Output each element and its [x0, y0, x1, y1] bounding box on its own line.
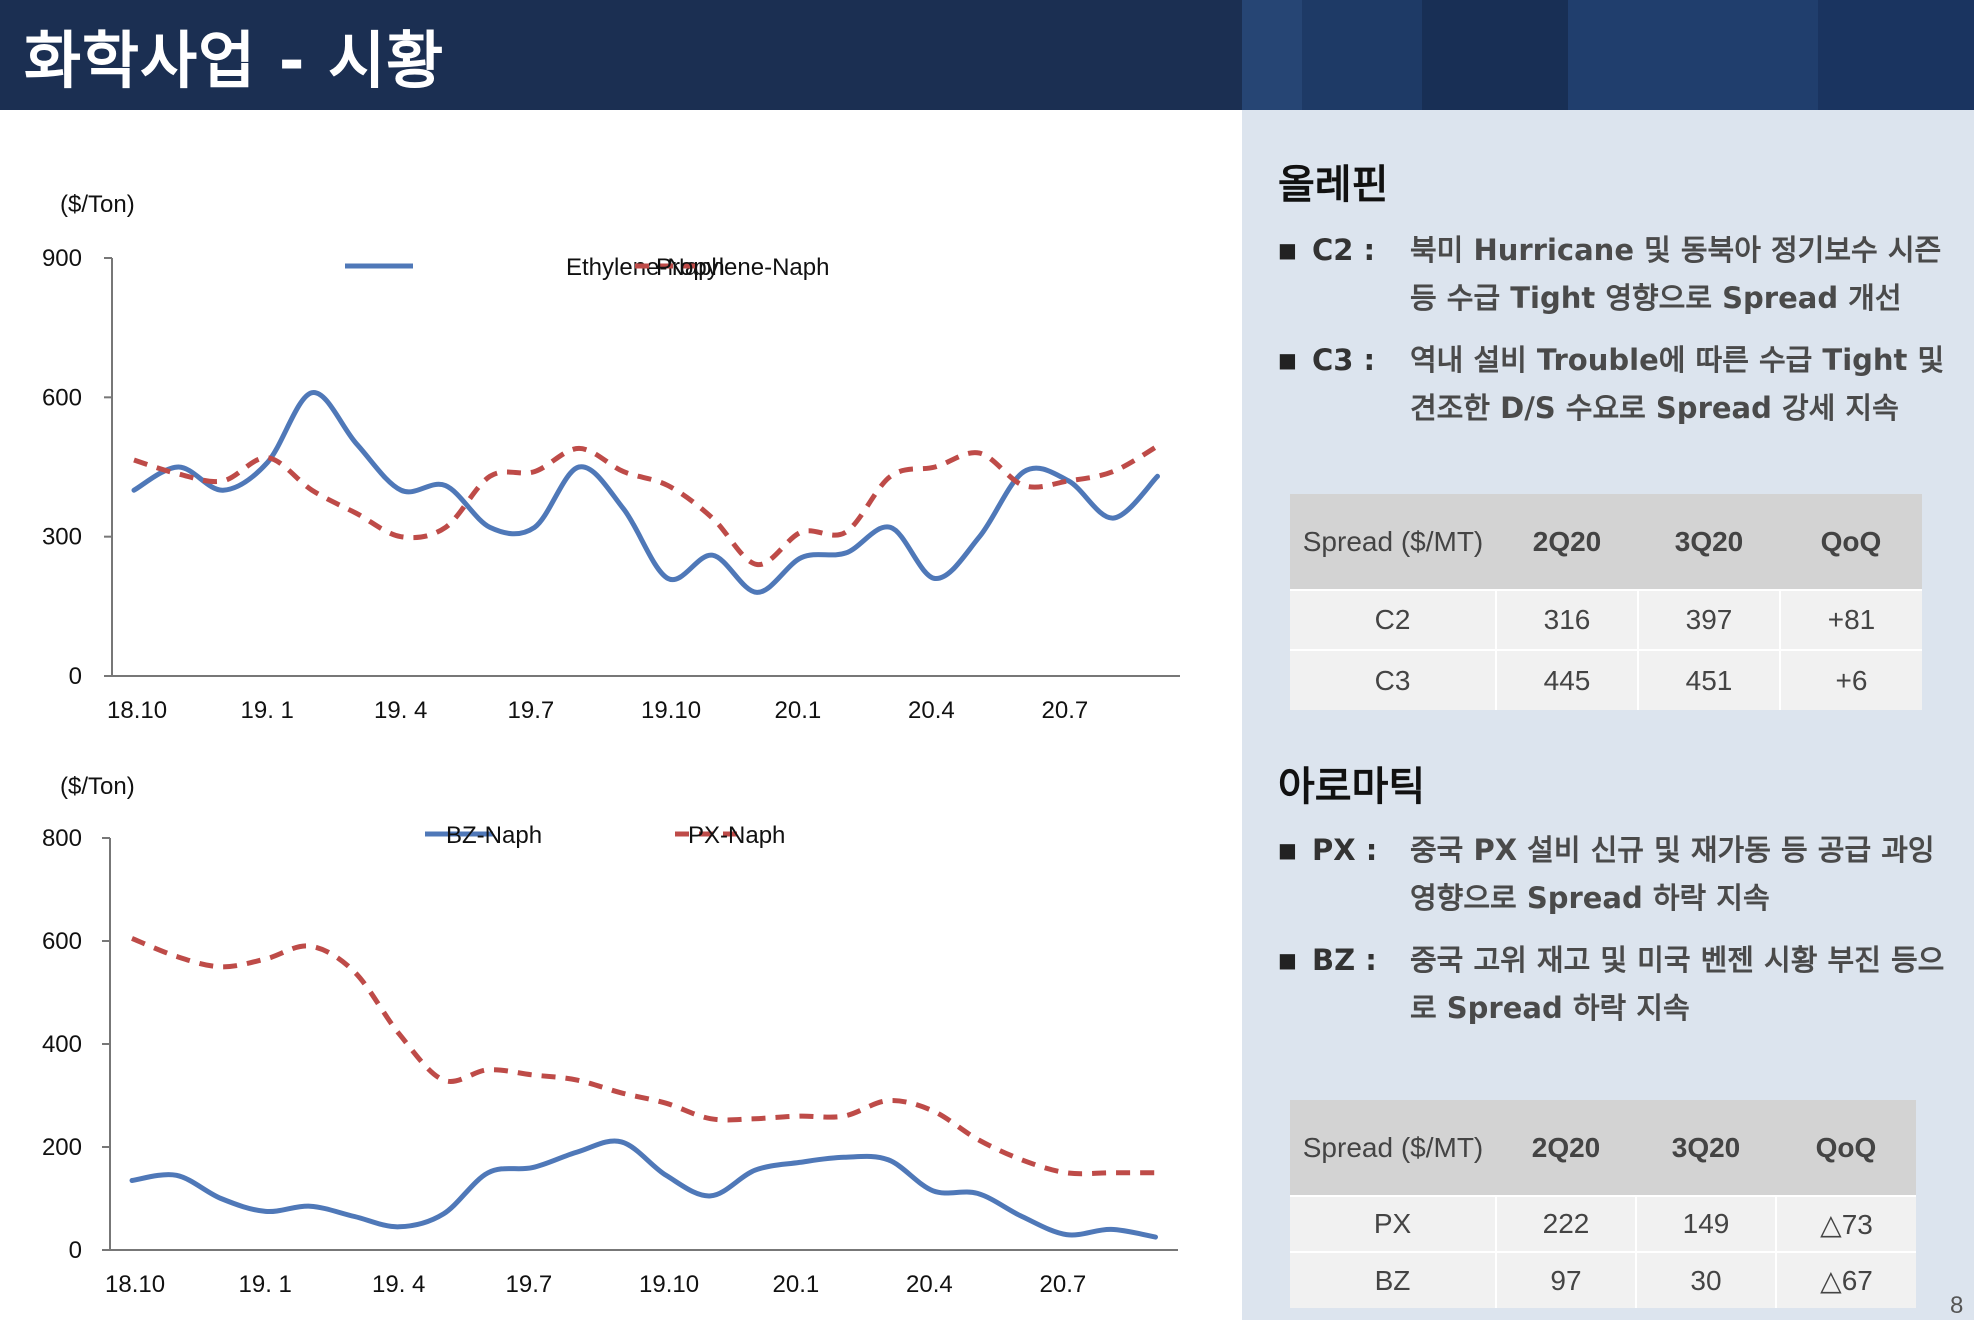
olefin-bullets: ■ C2 : 북미 Hurricane 및 동북아 정기보수 시즌 등 수급 T… — [1278, 226, 1948, 446]
table-header-cell: 3Q20 — [1638, 494, 1780, 590]
bullet-text: 중국 고위 재고 및 미국 벤젠 시황 부진 등으로 Spread 하락 지속 — [1410, 943, 1945, 1025]
table-cell: 397 — [1638, 589, 1781, 650]
series-line-propylene-naph — [133, 443, 1159, 567]
bullet-key: BZ : — [1312, 943, 1377, 977]
olefin-section-title: 올레핀 — [1278, 162, 1389, 208]
y-tick-label: 0 — [69, 1237, 82, 1264]
y-tick-label: 600 — [42, 928, 82, 955]
x-tick-label: 20.1 — [775, 697, 822, 724]
table-cell: PX — [1290, 1195, 1497, 1252]
table-cell: 97 — [1496, 1251, 1637, 1308]
bullet-item: ■ C3 : 역내 설비 Trouble에 따른 수급 Tight 및 견조한 … — [1278, 336, 1948, 432]
x-tick-label: 20.1 — [773, 1271, 820, 1298]
series-line-px-naph — [131, 936, 1156, 1177]
table-cell: BZ — [1290, 1251, 1497, 1308]
table-cell: 316 — [1496, 589, 1639, 650]
x-tick-label: 19. 1 — [241, 697, 294, 724]
series-line-bz-naph — [129, 1138, 1158, 1240]
table-cell: 451 — [1638, 649, 1781, 710]
x-tick-label: 19.10 — [641, 697, 701, 724]
bullet-text: 중국 PX 설비 신규 및 재가동 등 공급 과잉 영향으로 Spread 하락… — [1410, 833, 1935, 915]
table-cell: +81 — [1780, 589, 1922, 650]
table-cell: △73 — [1776, 1195, 1916, 1252]
aromatic-chart: ($/Ton) 0 200 400 600 800 18.10 19. 1 19. 4 19.7 1… — [0, 760, 1220, 1300]
table-cell: 30 — [1636, 1251, 1777, 1308]
bullet-key: C2 : — [1312, 233, 1376, 267]
header-decor-block — [1568, 0, 1818, 110]
x-tick-label: 20.4 — [908, 697, 955, 724]
commentary-panel: 올레핀 ■ C2 : 북미 Hurricane 및 동북아 정기보수 시즌 등 … — [1242, 110, 1974, 1320]
x-tick-label: 20.7 — [1040, 1271, 1087, 1298]
x-tick-label: 19.7 — [508, 697, 555, 724]
x-tick-label: 19. 4 — [372, 1271, 425, 1298]
bullet-item: ■ PX : 중국 PX 설비 신규 및 재가동 등 공급 과잉 영향으로 Sp… — [1278, 826, 1948, 922]
x-tick-label: 19.10 — [639, 1271, 699, 1298]
y-tick-label: 0 — [69, 663, 82, 690]
table-cell: △67 — [1776, 1251, 1916, 1308]
bullet-key: C3 : — [1312, 343, 1376, 377]
legend-label: Propylene-Naph — [656, 254, 829, 281]
table-header-cell: Spread ($/MT) — [1290, 494, 1496, 590]
olefin-chart: ($/Ton) 0 300 600 900 18.10 19. 1 19. 4 19.7 19.1… — [0, 180, 1220, 740]
y-tick-label: 800 — [42, 825, 82, 852]
table-cell: +6 — [1780, 649, 1922, 710]
table-header-cell: 2Q20 — [1496, 494, 1638, 590]
bullet-square-icon: ■ — [1278, 238, 1297, 262]
bullet-text: 북미 Hurricane 및 동북아 정기보수 시즌 등 수급 Tight 영향… — [1410, 233, 1942, 315]
bullet-item: ■ BZ : 중국 고위 재고 및 미국 벤젠 시황 부진 등으로 Spread… — [1278, 936, 1948, 1032]
bullet-square-icon: ■ — [1278, 348, 1297, 372]
table-cell: 445 — [1496, 649, 1639, 710]
table-row: BZ 97 30 △67 — [1290, 1251, 1916, 1308]
y-tick-label: 900 — [42, 245, 82, 272]
aromatic-chart-svg: ($/Ton) 0 200 400 600 800 18.10 19. 1 19. 4 19.7 1… — [42, 773, 1178, 1298]
header-decor-block — [1422, 0, 1568, 110]
table-cell: 149 — [1636, 1195, 1777, 1252]
legend-label: PX-Naph — [688, 822, 785, 849]
table-header-cell: Spread ($/MT) — [1290, 1100, 1496, 1196]
x-tick-label: 20.7 — [1042, 697, 1089, 724]
table-header-row: Spread ($/MT) 2Q20 3Q20 QoQ — [1290, 1100, 1916, 1196]
bullet-square-icon: ■ — [1278, 948, 1297, 972]
bullet-item: ■ C2 : 북미 Hurricane 및 동북아 정기보수 시즌 등 수급 T… — [1278, 226, 1948, 322]
y-tick-label: 300 — [42, 524, 82, 551]
series-line-ethylene-naph — [131, 390, 1160, 595]
header-bar: 화학사업 - 시황 — [0, 0, 1974, 110]
x-tick-label: 18.10 — [107, 697, 167, 724]
bullet-square-icon: ■ — [1278, 838, 1297, 862]
table-cell: C3 — [1290, 649, 1497, 710]
page-title: 화학사업 - 시황 — [24, 24, 445, 97]
x-tick-label: 19. 4 — [374, 697, 427, 724]
table-cell: C2 — [1290, 589, 1497, 650]
table-header-cell: QoQ — [1776, 1100, 1916, 1196]
aromatic-spread-table: Spread ($/MT) 2Q20 3Q20 QoQ PX 222 149 △… — [1290, 1100, 1916, 1308]
table-row: C2 316 397 +81 — [1290, 589, 1922, 650]
aromatic-section-title: 아로마틱 — [1278, 764, 1426, 810]
aromatic-bullets: ■ PX : 중국 PX 설비 신규 및 재가동 등 공급 과잉 영향으로 Sp… — [1278, 826, 1948, 1046]
table-cell: 222 — [1496, 1195, 1637, 1252]
table-header-cell: 2Q20 — [1496, 1100, 1636, 1196]
bullet-key: PX : — [1312, 833, 1378, 867]
olefin-chart-svg: ($/Ton) 0 300 600 900 18.10 19. 1 19. 4 19.7 19.1… — [42, 191, 1180, 724]
x-tick-label: 20.4 — [906, 1271, 953, 1298]
legend-label: BZ-Naph — [446, 822, 542, 849]
y-tick-label: 200 — [42, 1134, 82, 1161]
bullet-text: 역내 설비 Trouble에 따른 수급 Tight 및 견조한 D/S 수요로… — [1410, 343, 1945, 425]
header-decor-block — [1242, 0, 1302, 110]
y-axis-unit-label: ($/Ton) — [60, 191, 135, 218]
x-tick-label: 19.7 — [506, 1271, 553, 1298]
x-tick-label: 19. 1 — [239, 1271, 292, 1298]
header-decor-block — [1302, 0, 1422, 110]
table-row: C3 445 451 +6 — [1290, 649, 1922, 710]
header-decor-block — [1818, 0, 1974, 110]
y-tick-label: 600 — [42, 384, 82, 411]
table-header-cell: 3Q20 — [1636, 1100, 1776, 1196]
y-tick-label: 400 — [42, 1031, 82, 1058]
page-number: 8 — [1950, 1292, 1964, 1319]
table-header-row: Spread ($/MT) 2Q20 3Q20 QoQ — [1290, 494, 1922, 590]
x-tick-label: 18.10 — [105, 1271, 165, 1298]
table-header-cell: QoQ — [1780, 494, 1922, 590]
olefin-spread-table: Spread ($/MT) 2Q20 3Q20 QoQ C2 316 397 +… — [1290, 494, 1922, 710]
table-row: PX 222 149 △73 — [1290, 1195, 1916, 1252]
y-axis-unit-label: ($/Ton) — [60, 773, 135, 800]
